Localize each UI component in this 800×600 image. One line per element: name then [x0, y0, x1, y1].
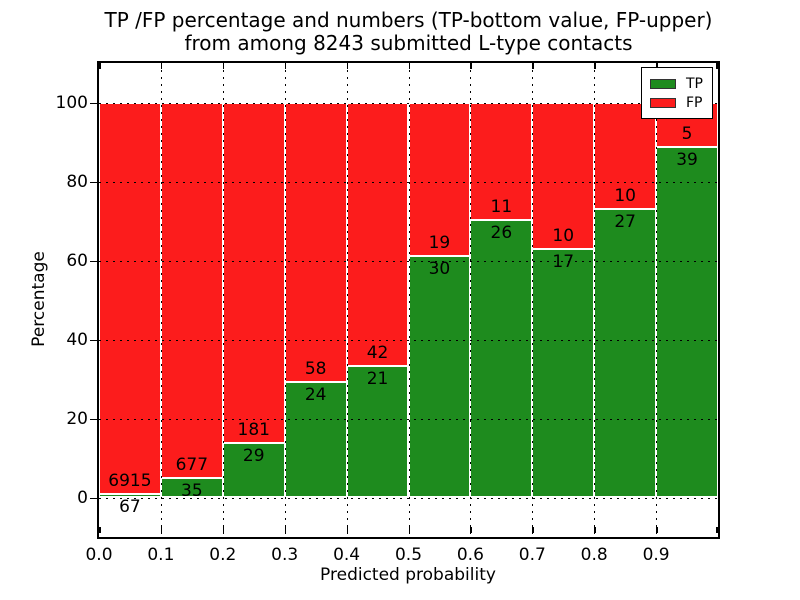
x-tick-mark: [222, 527, 225, 533]
y-tick-mark: [90, 102, 97, 104]
bar-label-tp: 39: [676, 150, 698, 171]
bar-label-fp: 10: [552, 225, 575, 246]
y-tick-label: 80: [66, 171, 88, 192]
bar-label-fp: 181: [237, 419, 270, 440]
y-tick-label: 20: [66, 408, 88, 429]
y-tick-label: 0: [77, 487, 88, 508]
bar-label-fp: 42: [366, 342, 389, 363]
x-tick-mark: [656, 63, 658, 69]
bar-label-tp: 30: [428, 258, 451, 279]
x-tick-label: 0.8: [580, 545, 608, 565]
bar-label-tp: 24: [304, 384, 327, 405]
x-tick-mark: [284, 63, 287, 69]
x-tick-mark: [470, 63, 472, 69]
grid-line-vertical: [656, 63, 658, 537]
bar-label-fp: 6915: [108, 470, 152, 491]
bar-label-tp: 29: [242, 445, 265, 466]
grid-line-vertical: [160, 63, 162, 537]
y-tick-mark: [90, 418, 97, 420]
x-tick-mark: [222, 63, 225, 69]
bar-label-tp: 17: [552, 251, 575, 272]
x-tick-mark: [408, 63, 410, 69]
x-tick-mark: [532, 527, 534, 533]
bar-label-fp: 58: [304, 358, 327, 379]
tp-legend-swatch: [650, 78, 676, 89]
bar-label-fp: 10: [614, 186, 636, 207]
x-tick-label: 0.9: [642, 545, 670, 565]
y-tick-mark: [90, 497, 97, 499]
grid-line-vertical: [594, 63, 596, 537]
grid-line-vertical: [346, 63, 348, 537]
bar-segment-fp: [594, 102, 657, 210]
x-tick-mark: [346, 527, 349, 533]
x-tick-mark: [716, 63, 718, 69]
x-tick-mark: [716, 527, 718, 533]
x-tick-mark: [594, 527, 596, 533]
chart-title-line2: from among 8243 submitted L-type contact…: [184, 31, 633, 55]
grid-line-vertical: [222, 63, 224, 537]
x-tick-label: 0.0: [85, 545, 113, 565]
x-tick-mark: [408, 527, 410, 533]
bar-label-fp: 11: [490, 196, 513, 217]
y-tick-label: 40: [66, 329, 88, 350]
x-tick-label: 0.5: [394, 545, 423, 565]
bar-segment-fp: [222, 102, 285, 443]
bar-segment-fp: [346, 102, 409, 366]
y-tick-label: 60: [66, 250, 88, 271]
bar-label-tp: 67: [119, 496, 141, 517]
bar-label-tp: 27: [614, 212, 636, 233]
x-tick-mark: [160, 527, 163, 533]
x-tick-label: 0.3: [271, 545, 299, 565]
bar-segment-fp: [99, 102, 161, 494]
chart-title: TP /FP percentage and numbers (TP-bottom…: [97, 9, 720, 55]
x-tick-label: 0.1: [147, 545, 175, 565]
x-tick-label: 0.2: [209, 545, 237, 565]
x-tick-label: 0.6: [456, 545, 484, 565]
legend-row: TP: [650, 74, 703, 93]
x-tick-mark: [284, 527, 287, 533]
legend-label-fp: FP: [686, 94, 703, 111]
y-tick-mark: [90, 339, 97, 341]
bar-label-fp: 5: [681, 124, 693, 145]
legend: TP FP: [641, 67, 713, 119]
bar-label-fp: 19: [428, 232, 451, 253]
bar-segment-tp: [532, 248, 595, 498]
x-tick-mark: [470, 527, 472, 533]
y-tick-mark: [90, 260, 97, 262]
grid-line-vertical: [532, 63, 534, 537]
x-tick-mark: [532, 63, 534, 69]
bar-segment-tp: [99, 493, 161, 498]
x-tick-mark: [656, 527, 658, 533]
fp-legend-swatch: [650, 97, 676, 108]
bar-label-tp: 26: [490, 222, 513, 243]
chart-title-line1: TP /FP percentage and numbers (TP-bottom…: [104, 8, 713, 32]
bar-label-tp: 35: [181, 481, 203, 502]
legend-label-tp: TP: [686, 75, 703, 92]
x-axis-label: Predicted probability: [320, 565, 496, 585]
x-tick-label: 0.7: [518, 545, 546, 565]
bar-label-tp: 21: [366, 368, 389, 389]
bar-segment-tp: [470, 219, 533, 498]
bar-segment-tp: [284, 381, 347, 498]
x-tick-mark: [594, 63, 596, 69]
plot-area: TP FP 6915 67 677 35 181 29 58 24 42 21 19 30 11 26 10 1…: [97, 61, 720, 539]
x-tick-mark: [160, 63, 163, 69]
bar-segment-tp: [222, 442, 285, 498]
grid-line-vertical: [408, 63, 410, 537]
y-tick-mark: [90, 181, 97, 183]
legend-row: FP: [650, 93, 703, 112]
x-tick-mark: [99, 527, 101, 533]
grid-line-vertical: [284, 63, 286, 537]
grid-line-vertical: [470, 63, 472, 537]
y-tick-label: 100: [55, 92, 88, 113]
x-tick-label: 0.4: [333, 545, 361, 565]
x-tick-mark: [346, 63, 349, 69]
bar-label-fp: 677: [175, 455, 209, 476]
bar-segment-tp: [408, 255, 471, 498]
bar-segment-fp: [160, 102, 223, 479]
bar-segment-tp: [594, 209, 657, 498]
bar-segment-tp: [656, 147, 718, 498]
x-tick-mark: [99, 63, 101, 69]
